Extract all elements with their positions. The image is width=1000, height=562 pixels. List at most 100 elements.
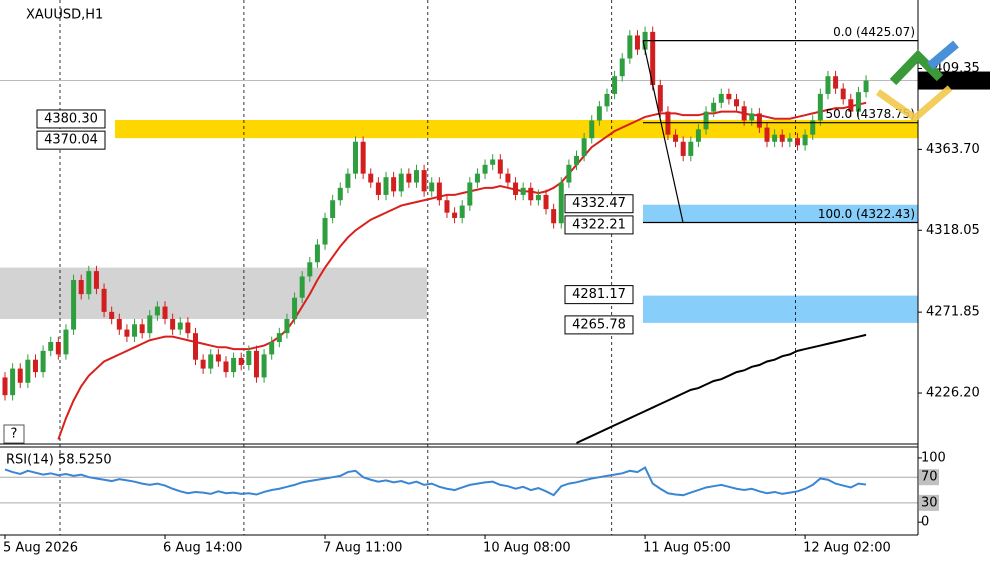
moving-average [576,333,867,444]
candle-body [200,359,206,369]
candle-body [154,306,160,316]
candle-body [71,279,77,330]
candle-body [673,134,679,142]
candle-body [284,318,290,334]
candle-body [307,262,313,277]
candle-body [132,324,138,337]
candle-body [25,359,31,383]
candle-body [650,31,656,86]
price-label: 4332.47 [572,196,626,211]
candle-body [223,361,229,373]
candle-body [391,177,397,192]
candle-body [238,357,244,366]
candle-body [261,354,267,378]
candle-body [231,357,237,373]
price-label-box [564,315,634,335]
candle-body [292,297,298,319]
candle-body [2,377,8,396]
candle-body [398,173,404,192]
candle-body [657,85,663,112]
candle-body [574,155,579,165]
zone [0,267,427,319]
candle-body [863,80,869,93]
candle-body [505,173,511,183]
candle-body [429,182,435,192]
candle-body [162,306,168,319]
y-tick-label: 4318.05 [926,223,980,238]
candle-body [406,173,412,183]
candle-body [124,329,130,337]
candle-body [627,35,633,59]
price-label-box [564,194,634,214]
rsi-level-box [919,469,939,486]
candle-body [764,127,770,142]
candle-body [360,141,366,174]
candle-body [314,244,320,263]
logo-blue [927,40,959,70]
candle-body [520,187,526,195]
logo [875,40,959,123]
candle-body [794,138,800,146]
candle-body [619,58,625,77]
fibo-label: 50.0 (4378.75) [825,107,915,121]
candle-body [734,99,740,107]
candle-body [551,209,557,224]
zone [115,119,918,139]
candle-body [604,93,610,107]
candle-body [513,182,519,195]
fibo-label: 100.0 (4322.43) [818,207,915,221]
candle-body [726,93,732,100]
help-button-label[interactable]: ? [11,427,18,442]
candle-body [566,164,572,183]
candle-body [741,106,747,121]
price-label-box [36,109,106,129]
candle-body [177,322,183,330]
rsi-level-box [919,494,939,511]
price-label: 4322.21 [572,217,626,232]
candle-body [383,177,389,195]
candle-body [40,350,46,373]
rsi-tick-label: 100 [921,450,946,465]
candle-body [253,350,259,378]
candle-body [558,182,564,224]
candle-body [474,173,480,183]
price-label-box [564,215,634,235]
candle-body [490,159,496,165]
candle-body [703,111,709,130]
candle-body [368,173,374,183]
logo-green [889,49,944,86]
zone [643,295,918,323]
candle-body [10,368,16,396]
candle-body [86,271,92,295]
candle-body [634,35,640,50]
chart-title: XAUUSD,H1 [26,8,103,23]
x-tick-label: 7 Aug 11:00 [323,541,402,556]
fibo-label: 0.0 (4425.07) [833,25,915,39]
candle-body [116,318,122,330]
candle-body [596,106,602,121]
candle-body [375,182,381,195]
candle-body [101,288,107,312]
candle-body [787,138,793,142]
candle-body [680,141,686,156]
candle-body [55,341,61,355]
candle-body [817,93,823,121]
candle-body [612,76,618,94]
price-label: 4370.04 [44,133,98,148]
candle-body [855,92,861,112]
candle-body [688,141,694,156]
candle-body [413,170,419,183]
candle-body [276,333,282,342]
zone [643,204,918,223]
candle-body [421,170,427,192]
candle-body [147,315,153,334]
candle-body [452,212,458,218]
candle-body [185,322,191,334]
rsi-tick-label: 30 [921,495,938,510]
candle-body [528,187,534,201]
rsi-tick-label: 0 [921,515,929,530]
help-button[interactable] [3,424,25,444]
candle-body [711,102,717,112]
candle-body [802,134,808,146]
